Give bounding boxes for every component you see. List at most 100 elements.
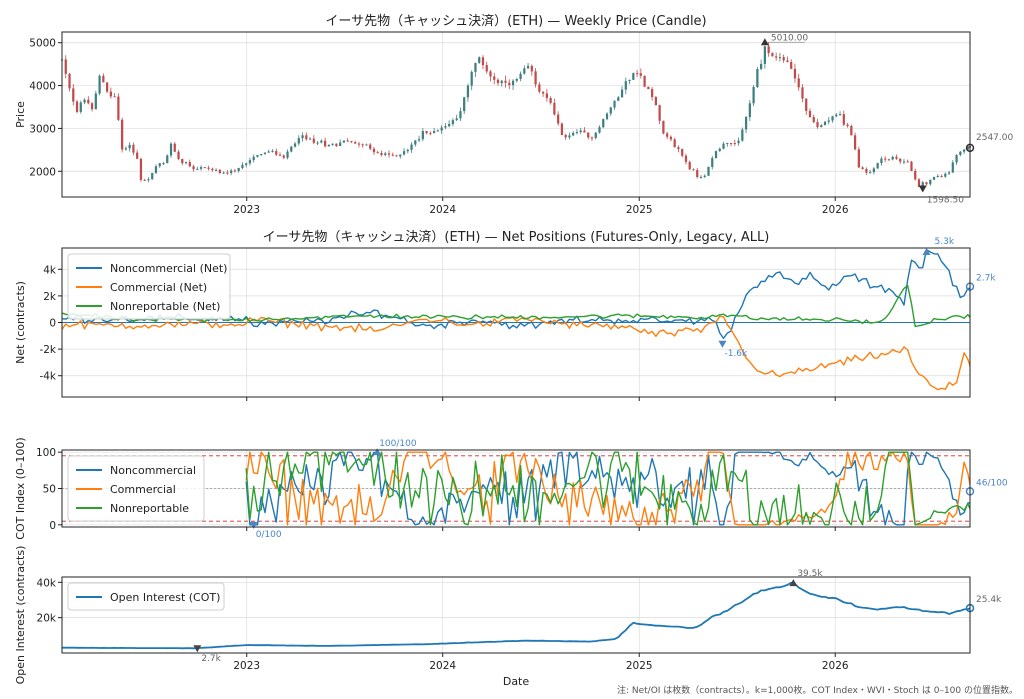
candle-body	[917, 179, 921, 187]
candle-body	[872, 168, 876, 173]
candle-body	[538, 84, 541, 92]
candle-body	[75, 101, 79, 112]
y-tick-label: -2k	[39, 344, 56, 356]
candle-body	[241, 164, 244, 168]
candle-body	[530, 65, 533, 72]
candle-body	[64, 59, 67, 74]
candle-body	[474, 62, 477, 72]
candle-body	[432, 131, 436, 134]
candle-body	[869, 172, 872, 174]
candle-body	[481, 57, 485, 66]
candle-body	[414, 140, 417, 145]
candle-body	[884, 158, 887, 160]
cot-legend-label: Nonreportable	[110, 502, 189, 515]
candle-body	[620, 89, 624, 98]
candle-body	[278, 154, 282, 156]
candle-body	[880, 158, 883, 164]
candle-body	[354, 142, 357, 144]
candle-body	[639, 73, 642, 76]
candle-body	[271, 151, 274, 153]
candle-body	[504, 80, 507, 83]
candle-body	[940, 175, 943, 177]
candle-body	[151, 172, 154, 180]
candle-body	[763, 46, 767, 64]
candle-body	[252, 156, 255, 161]
candle-body	[575, 132, 579, 134]
net-legend-label: Noncommercial (Net)	[110, 262, 227, 275]
net-legend-label: Commercial (Net)	[110, 281, 207, 294]
candle-body	[707, 166, 710, 176]
candle-body	[793, 68, 797, 79]
candle-body	[876, 163, 879, 169]
candle-body	[369, 144, 372, 149]
candle-body	[399, 154, 402, 157]
candle-body	[440, 127, 443, 131]
oi-annotation-marker	[193, 645, 202, 653]
candle-body	[436, 130, 439, 132]
candle-body	[136, 152, 139, 159]
candle-body	[166, 155, 169, 164]
candle-body	[515, 78, 518, 81]
candle-body	[233, 170, 237, 172]
candle-body	[207, 167, 210, 169]
candle-body	[823, 121, 827, 126]
candle-body	[729, 143, 733, 145]
candle-body	[448, 124, 451, 127]
candle-body	[545, 93, 548, 99]
candle-body	[335, 143, 338, 146]
net-annotation-marker	[718, 340, 727, 348]
candle-body	[451, 120, 455, 125]
candle-body	[425, 131, 428, 134]
x-tick-label: 2025	[626, 660, 653, 672]
candle-body	[147, 179, 150, 181]
candle-body	[384, 153, 387, 155]
candle-body	[714, 151, 718, 159]
candle-body	[342, 140, 346, 143]
candle-body	[643, 75, 646, 87]
candle-body	[778, 57, 782, 59]
candle-body	[624, 81, 627, 90]
cot-annotation-label: 100/100	[379, 439, 417, 449]
candle-body	[478, 57, 481, 63]
candle-body	[936, 175, 939, 177]
candle-body	[579, 130, 582, 133]
candle-body	[564, 134, 567, 138]
candle-body	[128, 144, 131, 149]
candle-body	[376, 152, 379, 154]
price-annotation-label: 2547.00	[976, 133, 1013, 143]
candle-body	[805, 98, 808, 111]
candle-body	[98, 75, 101, 94]
footnote: 注: Net/OI は枚数（contracts）。k=1,000枚。COT In…	[617, 684, 1018, 696]
candle-body	[429, 133, 432, 135]
cot-annotation-label: 0/100	[256, 530, 282, 540]
candle-body	[752, 87, 755, 104]
candle-body	[79, 102, 82, 112]
net-series-commercial	[61, 315, 971, 391]
candle-body	[658, 105, 661, 121]
price-annotation-label: 5010.00	[771, 33, 808, 43]
candle-body	[211, 168, 214, 171]
candle-body	[188, 162, 191, 167]
candle-body	[861, 167, 864, 170]
candle-body	[308, 138, 312, 140]
candle-body	[489, 71, 492, 77]
candle-body	[609, 107, 612, 114]
oi-xlabel: Date	[503, 675, 530, 688]
candle-body	[947, 172, 951, 174]
oi-legend	[67, 582, 225, 611]
candle-body	[838, 114, 842, 116]
y-tick-label: 0	[49, 318, 56, 330]
candle-body	[853, 135, 857, 150]
candle-body	[339, 142, 342, 146]
candle-body	[557, 114, 560, 124]
candle-body	[286, 151, 289, 158]
price-annotation-marker	[918, 185, 927, 193]
candle-body	[677, 147, 680, 150]
candle-body	[463, 97, 466, 112]
candle-body	[117, 96, 120, 120]
candle-body	[541, 91, 545, 94]
candle-body	[282, 155, 285, 158]
candle-body	[124, 148, 128, 150]
candle-body	[895, 156, 898, 159]
